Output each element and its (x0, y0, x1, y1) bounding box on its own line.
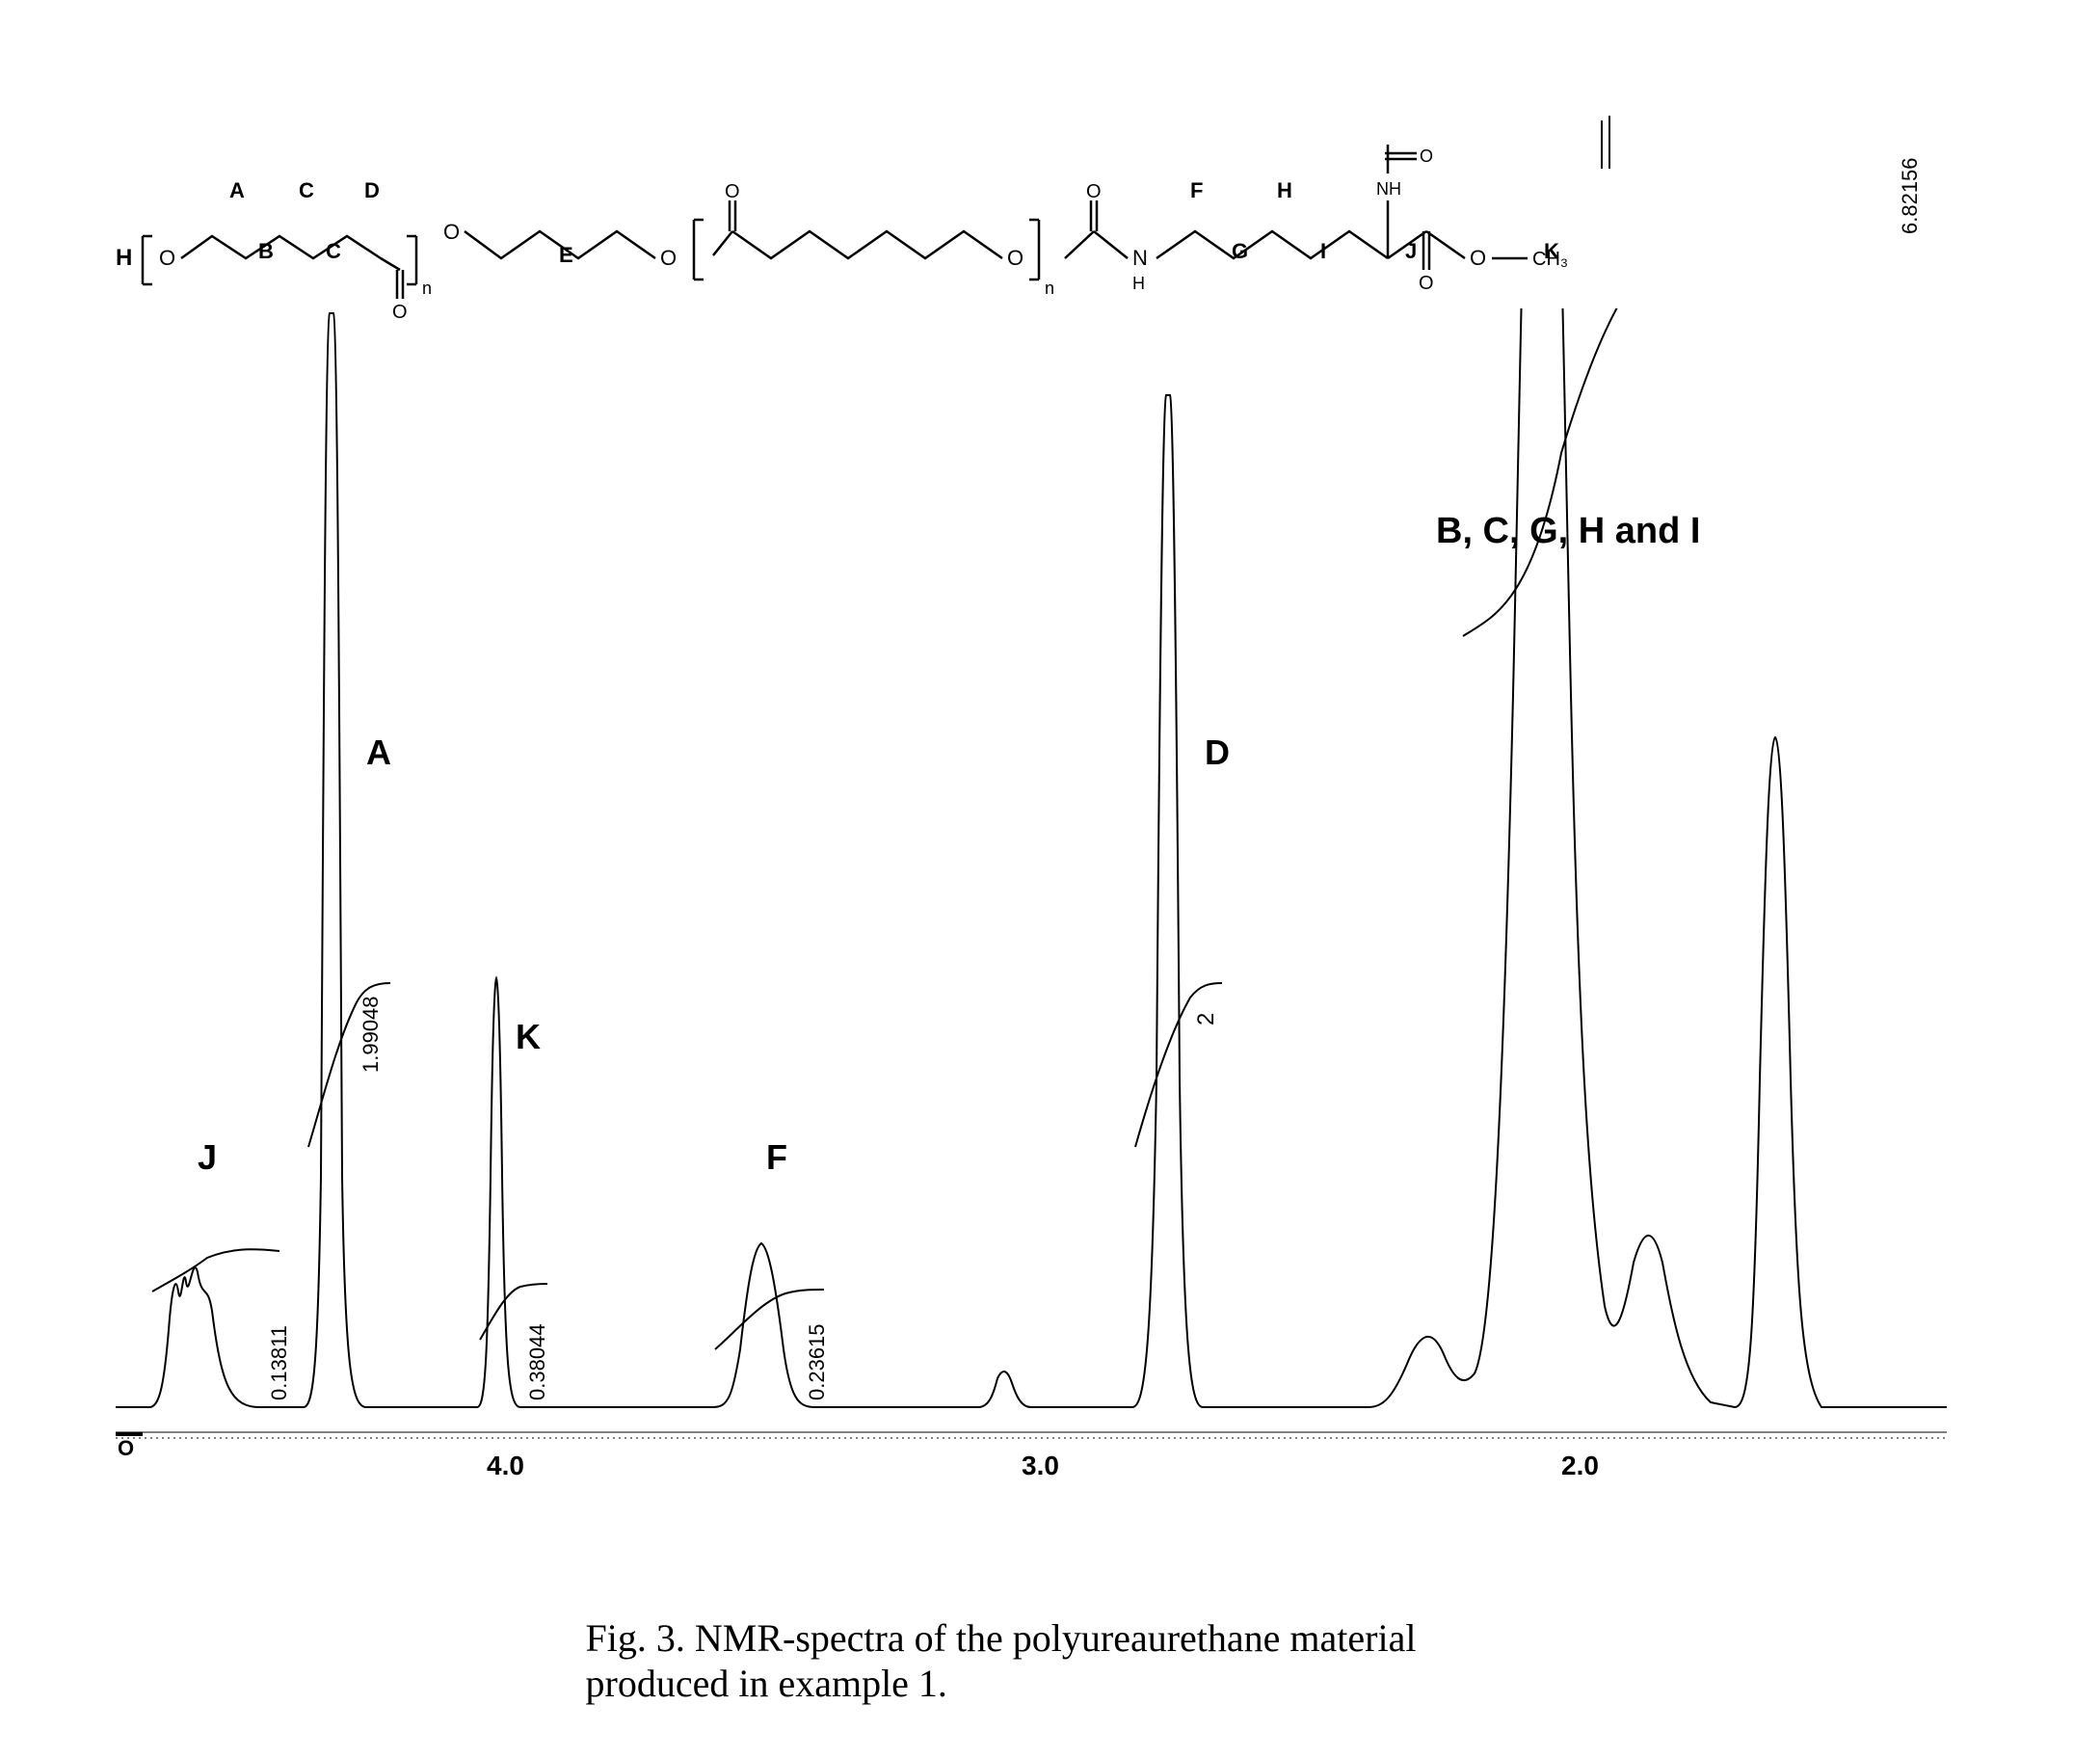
structure-label-j: J (1405, 239, 1417, 264)
peak-label-j: J (198, 1137, 217, 1178)
structure-label-f: F (1190, 178, 1203, 203)
figure-caption: Fig. 3. NMR-spectra of the polyureaureth… (586, 1615, 1526, 1706)
svg-text:O: O (1007, 246, 1023, 270)
structure-label-b: B (258, 239, 274, 264)
structure-label-h: H (1277, 178, 1292, 203)
integration-bcghi: 6.82156 (1898, 157, 1923, 234)
reference-mark (1590, 116, 1629, 173)
structure-label-c: C (299, 178, 314, 203)
svg-text:O: O (443, 220, 460, 244)
svg-text:O: O (159, 246, 175, 270)
svg-text:O: O (1420, 146, 1433, 166)
svg-text:O: O (660, 246, 677, 270)
structure-label-i: I (1320, 239, 1326, 264)
peak-label-f: F (766, 1137, 787, 1178)
structure-label-e: E (559, 243, 573, 268)
svg-text:N: N (1132, 246, 1148, 270)
integration-d: 2 (1193, 1013, 1220, 1026)
svg-text:O: O (1470, 246, 1486, 270)
nmr-figure: H O O n O O O (116, 77, 1995, 1571)
svg-text:n: n (1045, 279, 1054, 298)
axis-tick-2: 2.0 (1561, 1451, 1599, 1481)
svg-text:n: n (422, 279, 432, 298)
peak-label-bcghi: B, C, G, H and I (1436, 511, 1700, 552)
molecule-structure: H O O n O O O (116, 116, 1995, 337)
axis-tick-4: 4.0 (487, 1451, 524, 1481)
nmr-spectrum-svg: O (116, 308, 1995, 1465)
spectrum-plot: H O O n O O O (116, 77, 1995, 1504)
peak-label-d: D (1205, 732, 1230, 773)
integration-a: 1.99048 (359, 996, 384, 1073)
integration-j: 0.13811 (267, 1325, 292, 1400)
structure-label-k: K (1544, 239, 1559, 264)
svg-text:H: H (1132, 274, 1145, 293)
svg-text:NH: NH (1376, 179, 1401, 199)
structure-label-a: A (229, 178, 245, 203)
peak-label-a: A (366, 732, 391, 773)
svg-text:O: O (1419, 273, 1434, 294)
structure-label-c2: C (326, 239, 341, 264)
integration-k: 0.38044 (525, 1323, 550, 1400)
axis-tick-3: 3.0 (1022, 1451, 1059, 1481)
structure-label-g: G (1232, 239, 1248, 264)
svg-text:O: O (725, 181, 740, 202)
svg-text:H: H (116, 245, 132, 271)
svg-text:O: O (118, 1436, 134, 1460)
structure-label-d: D (364, 178, 380, 203)
svg-text:O: O (1086, 181, 1102, 202)
peak-label-k: K (516, 1017, 541, 1057)
integration-f: 0.23615 (805, 1323, 830, 1400)
